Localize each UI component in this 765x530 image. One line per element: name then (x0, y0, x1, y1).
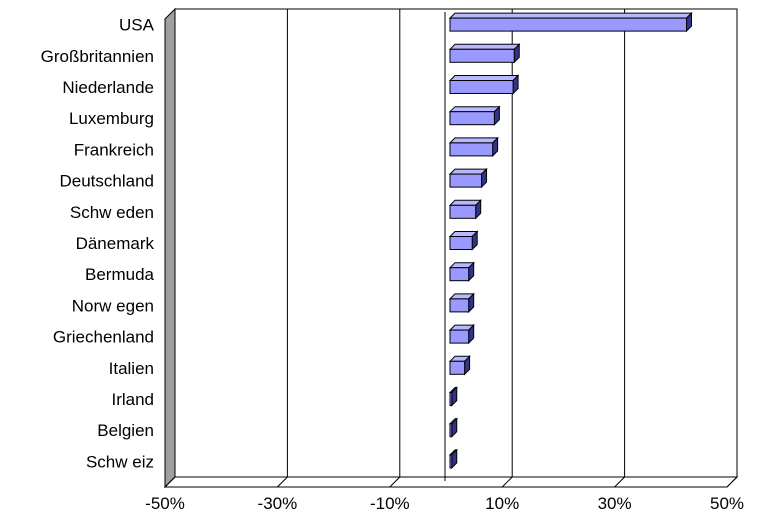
x-tick-label: -10% (370, 494, 410, 513)
bar-top-face (448, 75, 520, 81)
bar (448, 43, 521, 64)
category-label: Schw eiz (86, 452, 154, 471)
category-label: Italien (109, 359, 154, 378)
bar-front-face (449, 48, 515, 63)
bar (448, 167, 488, 189)
category-label: Norw egen (72, 296, 154, 315)
category-label: Frankreich (74, 140, 154, 159)
category-label: Irland (111, 390, 154, 409)
floor-tick-line (614, 476, 625, 488)
bar (448, 230, 479, 251)
bar-front-face (449, 360, 466, 375)
bar-top-face (448, 168, 488, 175)
side-wall (164, 7, 176, 489)
bar (448, 105, 501, 126)
category-label: Griechenland (53, 328, 154, 347)
category-label: Schw eden (70, 203, 154, 222)
bar (448, 199, 482, 220)
floor (163, 476, 739, 488)
floor-tick-line (501, 476, 513, 488)
floor-tick-line (164, 476, 176, 488)
x-tick-label: 10% (485, 494, 519, 513)
category-label: Belgien (97, 421, 154, 440)
bar-front-face (449, 267, 470, 282)
x-tick-label: 50% (710, 494, 744, 513)
bar-front-face (449, 423, 453, 438)
back-wall (174, 8, 738, 478)
x-tick-label: -30% (258, 494, 298, 513)
category-label: Niederlande (62, 78, 154, 97)
bar (448, 74, 520, 95)
bar (448, 355, 471, 376)
bar (448, 292, 475, 314)
category-label: Großbritannien (41, 47, 154, 66)
bar (448, 448, 458, 470)
category-label: Dänemark (76, 234, 155, 253)
bar (448, 261, 475, 282)
bar-front-face (449, 173, 483, 188)
category-label: Deutschland (59, 172, 154, 191)
bar-front-face (449, 392, 453, 406)
bar-front-face (449, 204, 477, 219)
category-label: Luxemburg (69, 109, 154, 128)
x-tick-label: -50% (145, 494, 185, 513)
bar (448, 417, 458, 438)
bar-top-face (448, 137, 499, 144)
floor-tick-line (389, 476, 401, 488)
floor-tick-line (726, 476, 738, 488)
category-label: USA (119, 16, 155, 35)
bar-front-face (449, 17, 688, 32)
bar-top-face (448, 43, 521, 50)
bar-front-face (449, 329, 470, 344)
bar-top-face (448, 106, 501, 113)
bar-front-face (449, 111, 495, 126)
bar (448, 323, 475, 345)
bar-front-face (449, 236, 473, 250)
bar (448, 11, 693, 33)
category-labels: USA Großbritannien Niederlande Luxemburg Fra… (41, 16, 155, 472)
bar-top-face (448, 12, 693, 19)
bar (448, 386, 458, 407)
bar-front-face (449, 142, 494, 157)
x-tick-label: 30% (598, 494, 632, 513)
bar-front-face (449, 298, 470, 313)
bar-front-face (449, 80, 514, 94)
bar (448, 136, 499, 158)
bars (448, 11, 693, 470)
bar-front-face (449, 454, 453, 469)
x-tick-labels: -50% -30% -10% 10% 30% 50% (145, 494, 744, 513)
category-label: Bermuda (85, 265, 155, 284)
floor-tick-line (277, 476, 288, 488)
